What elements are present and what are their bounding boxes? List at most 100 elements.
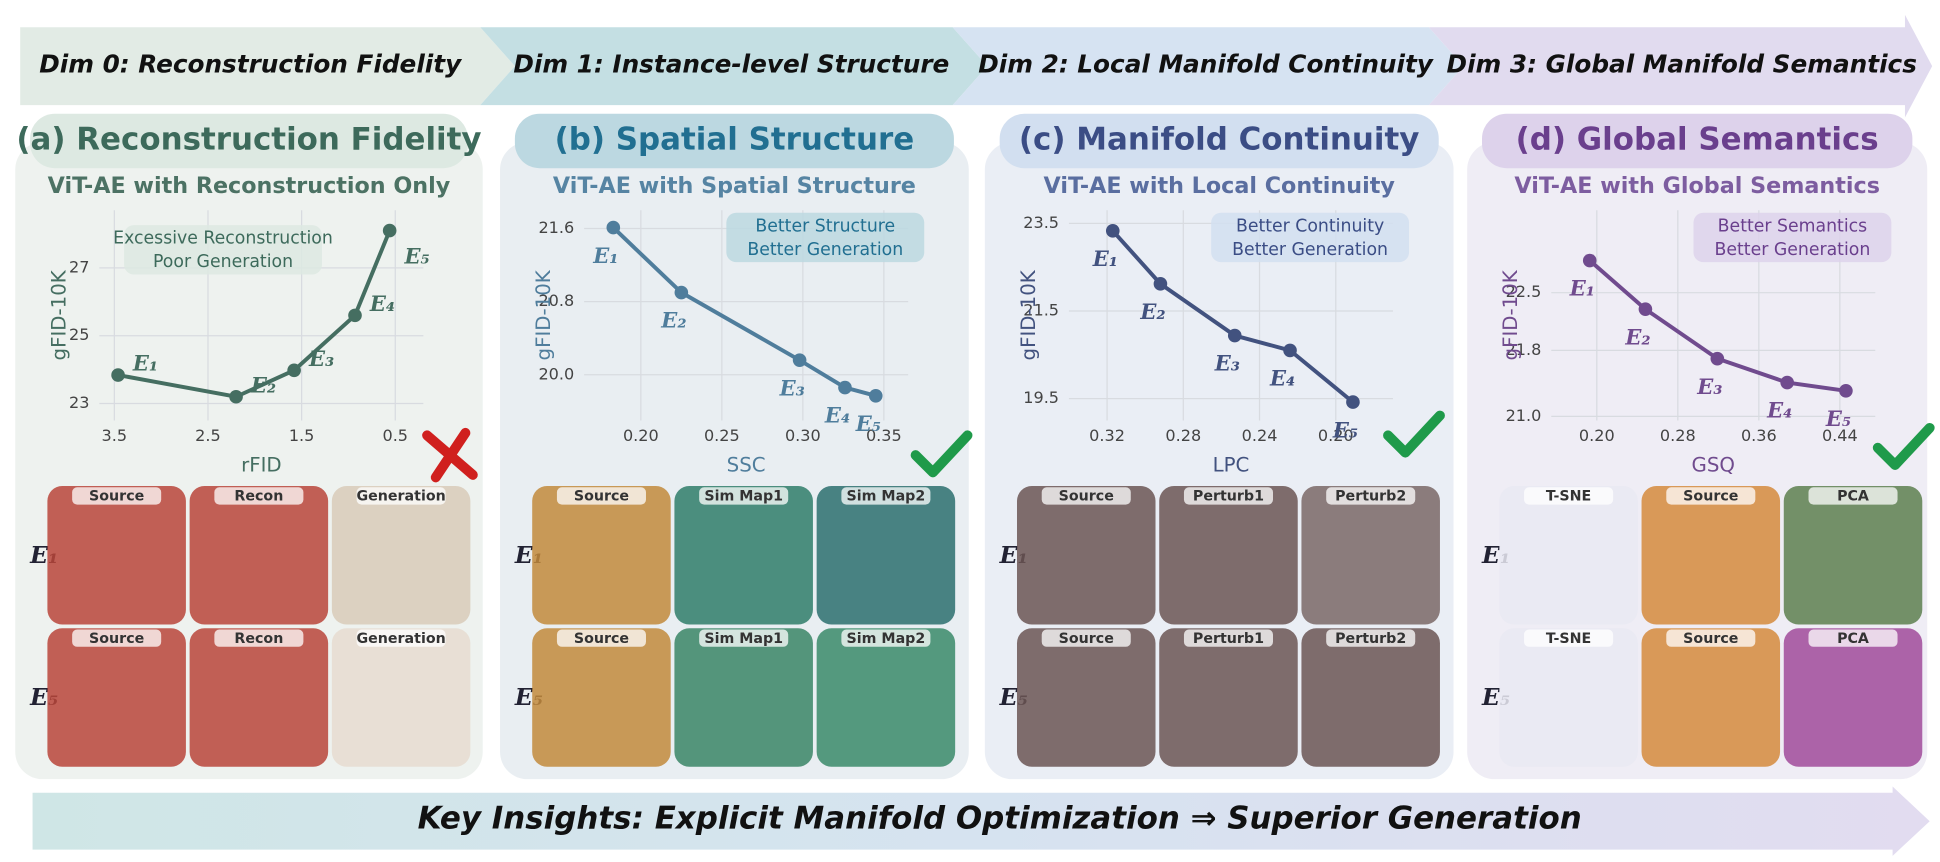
- image-label: Source: [1683, 489, 1738, 505]
- point-label: E₂: [250, 372, 276, 397]
- image-placeholder: [816, 628, 956, 767]
- x-tick-label: 0.28: [1165, 426, 1201, 445]
- y-tick-label: 19.5: [1023, 388, 1059, 407]
- image-label: T-SNE: [1546, 631, 1591, 647]
- annotation: Better Generation: [1715, 240, 1871, 260]
- data-point: [1346, 395, 1360, 409]
- image-label: Sim Map2: [847, 631, 926, 647]
- panel-subtitle: ViT-AE with Reconstruction Only: [48, 173, 451, 199]
- point-label: E₃: [779, 375, 805, 400]
- image-placeholder: [189, 628, 329, 767]
- data-point: [1582, 253, 1597, 268]
- image-placeholder: [532, 486, 671, 625]
- image-label: Source: [574, 489, 629, 505]
- x-tick-label: 0.20: [623, 426, 659, 445]
- annotation: Poor Generation: [153, 252, 293, 272]
- y-tick-label: 27: [69, 257, 89, 276]
- data-point: [838, 380, 852, 395]
- image-label-pill: [1183, 629, 1273, 647]
- panel-title: (c) Manifold Continuity: [1019, 121, 1419, 157]
- image-placeholder: [1301, 486, 1440, 625]
- data-point: [382, 223, 397, 238]
- panel-subtitle: ViT-AE with Local Continuity: [1044, 173, 1396, 199]
- check-mark: [1872, 422, 1935, 470]
- point-label: E₄: [369, 291, 395, 316]
- y-axis-label: gFID-10K: [1499, 269, 1522, 360]
- point-label: E₄: [1269, 366, 1295, 391]
- check-mark: [910, 430, 973, 478]
- image-label: Source: [574, 631, 629, 647]
- image-label: Sim Map2: [847, 489, 926, 505]
- x-tick-label: 0.36: [1741, 426, 1777, 445]
- image-placeholder: [189, 486, 329, 625]
- image-label-pill: [1808, 629, 1898, 647]
- image-placeholder: [331, 486, 471, 625]
- point-label: E₅: [855, 411, 881, 436]
- image-placeholder: [1016, 486, 1156, 625]
- header-chevron: [1428, 14, 1933, 118]
- image-label-pill: [556, 487, 646, 505]
- annotation-box: [726, 212, 925, 263]
- header-dim: Dim 2: Local Manifold Continuity: [978, 50, 1434, 79]
- image-placeholder: [1159, 486, 1298, 625]
- y-axis-label: gFID-10K: [1017, 269, 1040, 360]
- x-axis-label: GSQ: [1692, 454, 1735, 477]
- data-point: [1710, 351, 1725, 366]
- panel-subtitle: ViT-AE with Global Semantics: [1514, 173, 1880, 199]
- panel-title-pill: [514, 113, 954, 169]
- panel-title-pill: [30, 113, 468, 169]
- x-tick-label: 0.44: [1822, 426, 1858, 445]
- image-label: Perturb2: [1335, 631, 1406, 647]
- x-axis-label: LPC: [1213, 454, 1250, 477]
- annotation: Better Continuity: [1236, 216, 1384, 236]
- panel-title: (d) Global Semantics: [1516, 121, 1879, 157]
- fail-mark: [422, 427, 478, 483]
- image-label-pill: [1326, 487, 1416, 505]
- y-axis-label: gFID-10K: [532, 269, 555, 360]
- panel-title-pill: [1482, 113, 1913, 169]
- data-point: [1283, 343, 1297, 358]
- x-tick-label: 3.5: [102, 426, 128, 445]
- image-label-pill: [214, 487, 304, 505]
- x-axis-label: SSC: [727, 454, 766, 477]
- annotation-box: [1211, 212, 1410, 263]
- annotation: Excessive Reconstruction: [113, 229, 333, 249]
- y-tick-label: 25: [69, 325, 89, 344]
- y-tick-label: 20.0: [538, 364, 574, 383]
- annotation: Better Generation: [747, 240, 903, 260]
- point-label: E₃: [308, 346, 334, 371]
- y-tick-label: 20.8: [538, 291, 574, 310]
- annotation: Better Semantics: [1718, 216, 1867, 236]
- point-label: E₂: [1624, 324, 1650, 349]
- annotation: Better Generation: [1232, 240, 1388, 260]
- point-label: E₃: [1214, 351, 1240, 376]
- point-label: E₄: [824, 403, 850, 428]
- image-label: Sim Map1: [704, 631, 783, 647]
- x-tick-label: 0.30: [785, 426, 821, 445]
- data-point: [1227, 328, 1242, 343]
- image-label-pill: [1183, 487, 1273, 505]
- point-label: E₁: [1092, 246, 1118, 271]
- x-axis-label: rFID: [241, 454, 282, 477]
- data-point: [1153, 277, 1168, 291]
- y-axis-label: gFID-10K: [47, 269, 70, 360]
- data-point: [111, 368, 125, 382]
- data-point: [606, 220, 621, 235]
- data-point: [229, 389, 243, 404]
- y-tick-label: 23: [69, 393, 89, 412]
- footer-arrow: [32, 786, 1930, 856]
- image-label-pill: [699, 487, 789, 505]
- image-placeholder: [1159, 628, 1298, 767]
- panel-title: (a) Reconstruction Fidelity: [16, 121, 481, 157]
- image-label-pill: [356, 487, 446, 505]
- image-label: T-SNE: [1546, 489, 1591, 505]
- header-dim: Dim 3: Global Manifold Semantics: [1447, 50, 1917, 79]
- x-tick-label: 0.20: [1579, 426, 1615, 445]
- image-placeholder: [1641, 486, 1781, 625]
- x-tick-label: 2.5: [195, 426, 221, 445]
- image-label-pill: [1808, 487, 1898, 505]
- image-placeholder: [1301, 628, 1440, 767]
- header-chevron: [952, 27, 1464, 106]
- panel-subtitle: ViT-AE with Spatial Structure: [553, 173, 916, 199]
- check-mark: [1383, 410, 1445, 458]
